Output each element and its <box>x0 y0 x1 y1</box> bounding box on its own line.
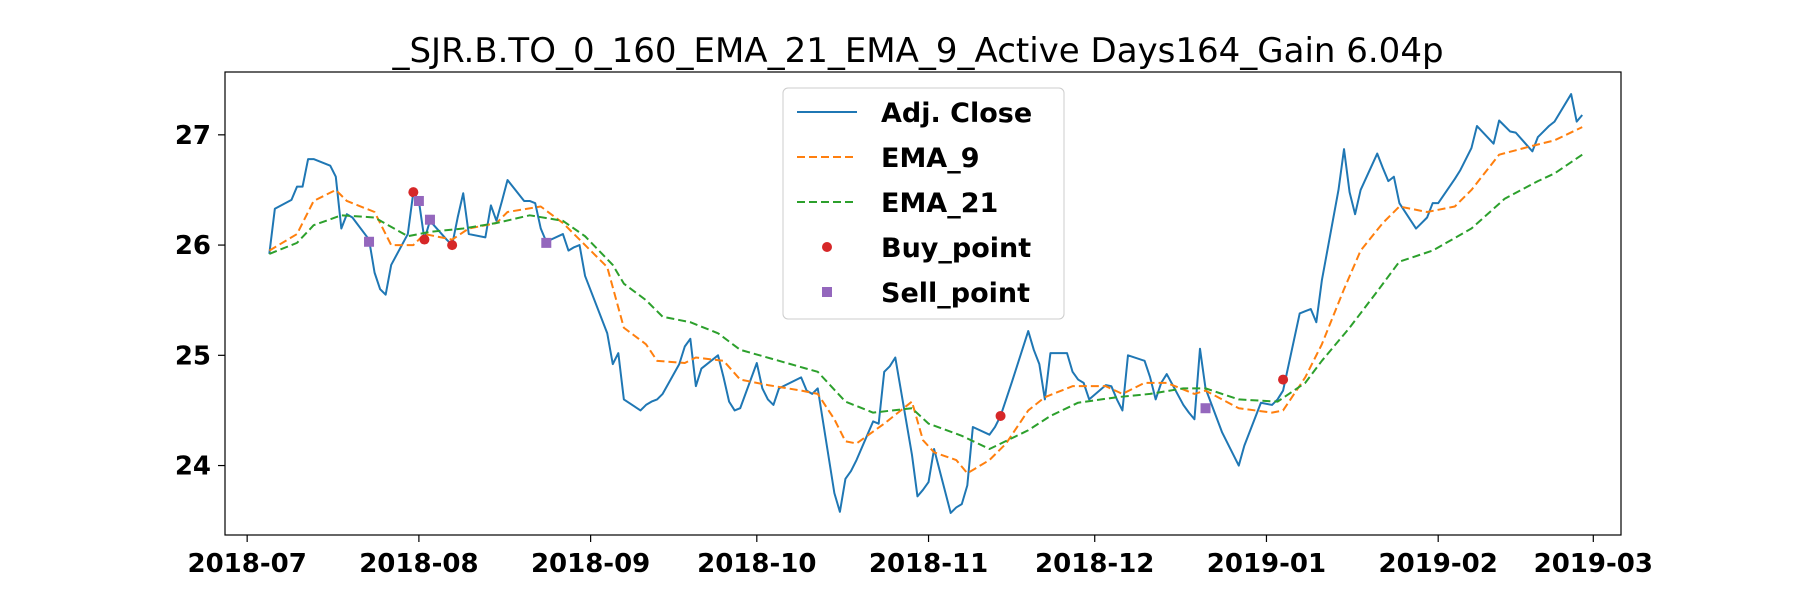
x-tick-label-2: 2018-09 <box>531 549 650 579</box>
legend-swatch-buy-point <box>822 242 832 252</box>
x-tick-label-6: 2019-01 <box>1207 549 1326 579</box>
y-tick-label-2: 26 <box>175 231 211 261</box>
x-tick-label-4: 2018-11 <box>869 549 988 579</box>
buy-point-marker-2 <box>447 240 458 251</box>
buy-point-marker-1 <box>419 234 430 245</box>
legend-box <box>782 87 1065 320</box>
x-tick-label-1: 2018-08 <box>359 549 478 579</box>
x-tick-label-7: 2019-02 <box>1379 549 1498 579</box>
series-line-ema-21 <box>268 153 1583 451</box>
chart-title: _SJR.B.TO_0_160_EMA_21_EMA_9_Active Days… <box>391 31 1443 71</box>
legend-label-ema-9: EMA_9 <box>881 143 980 174</box>
x-tick-label-5: 2018-12 <box>1035 549 1154 579</box>
y-tick-label-3: 27 <box>175 121 211 151</box>
buy-point-marker-3 <box>995 410 1006 421</box>
plot-frame <box>224 71 1622 536</box>
y-tick-label-1: 25 <box>175 341 211 371</box>
sell-point-marker-2 <box>424 214 435 225</box>
legend-label-adj-close: Adj. Close <box>881 98 1032 129</box>
x-tick-label-8: 2019-03 <box>1534 549 1653 579</box>
sell-point-marker-1 <box>413 195 424 206</box>
x-axis: 2018-07 2018-08 2018-09 2018-10 2018-11 2018-… <box>187 535 1653 579</box>
legend-label-buy-point: Buy_point <box>881 233 1031 264</box>
legend: Adj. Close EMA_9 EMA_21 Buy_point Sell_point <box>782 87 1065 320</box>
sell-point-marker-0 <box>364 236 375 247</box>
buy-point-marker-0 <box>408 187 419 198</box>
y-tick-label-0: 24 <box>175 452 211 482</box>
sell-point-marker-3 <box>541 237 552 248</box>
series-layer <box>268 93 1583 514</box>
marker-layer <box>364 187 1289 421</box>
series-line-ema-9 <box>268 126 1583 475</box>
y-axis: 24 25 26 27 <box>175 121 225 482</box>
x-tick-label-0: 2018-07 <box>187 549 306 579</box>
sell-point-marker-4 <box>1200 403 1211 414</box>
series-line-adj-close <box>268 93 1583 514</box>
x-tick-label-3: 2018-10 <box>697 549 816 579</box>
buy-point-marker-4 <box>1278 374 1289 385</box>
legend-swatch-sell-point <box>822 287 832 297</box>
legend-label-ema-21: EMA_21 <box>881 188 998 219</box>
legend-label-sell-point: Sell_point <box>881 278 1030 309</box>
